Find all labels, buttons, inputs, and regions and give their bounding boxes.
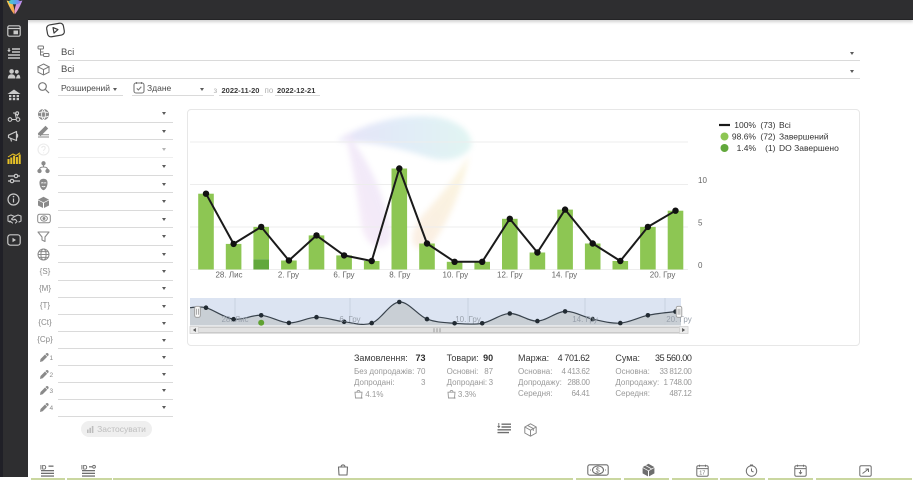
svg-text:28. Лис: 28. Лис bbox=[221, 315, 248, 324]
svg-text:0: 0 bbox=[698, 261, 703, 270]
svg-text:20. Гру: 20. Гру bbox=[650, 271, 676, 280]
svg-text:x: x bbox=[361, 395, 363, 399]
svg-text:8. Гру: 8. Гру bbox=[389, 271, 410, 280]
svg-text:DO Завершено: DO Завершено bbox=[779, 143, 839, 153]
svg-text:x: x bbox=[453, 395, 455, 399]
svg-text:ID: ID bbox=[81, 465, 88, 472]
svg-text:14. Гру: 14. Гру bbox=[552, 271, 578, 280]
svg-text:(72): (72) bbox=[760, 132, 775, 142]
svg-text:12. Гру: 12. Гру bbox=[497, 271, 523, 280]
svg-text:28. Лис: 28. Лис bbox=[215, 271, 242, 280]
svg-text:100%: 100% bbox=[734, 120, 756, 130]
svg-text:1.4%: 1.4% bbox=[737, 143, 757, 153]
svg-text:$: $ bbox=[596, 468, 600, 475]
svg-text:ID: ID bbox=[40, 465, 47, 472]
svg-text:2. Гру: 2. Гру bbox=[278, 271, 299, 280]
svg-text:20. Гру: 20. Гру bbox=[666, 315, 692, 324]
svg-text:Завершений: Завершений bbox=[779, 132, 829, 142]
svg-text:10: 10 bbox=[698, 176, 707, 185]
svg-text:(73): (73) bbox=[760, 120, 775, 130]
svg-text:10. Гру: 10. Гру bbox=[455, 315, 481, 324]
svg-text:Всі: Всі bbox=[779, 120, 791, 130]
svg-text:98.6%: 98.6% bbox=[732, 132, 757, 142]
svg-text:6. Гру: 6. Гру bbox=[333, 271, 354, 280]
svg-text:10. Гру: 10. Гру bbox=[443, 271, 469, 280]
svg-text:17: 17 bbox=[699, 470, 705, 476]
svg-text:14. Гру: 14. Гру bbox=[572, 315, 598, 324]
svg-text:6. Гру: 6. Гру bbox=[339, 315, 360, 324]
svg-text:(1): (1) bbox=[765, 143, 776, 153]
svg-text:5: 5 bbox=[698, 219, 703, 228]
